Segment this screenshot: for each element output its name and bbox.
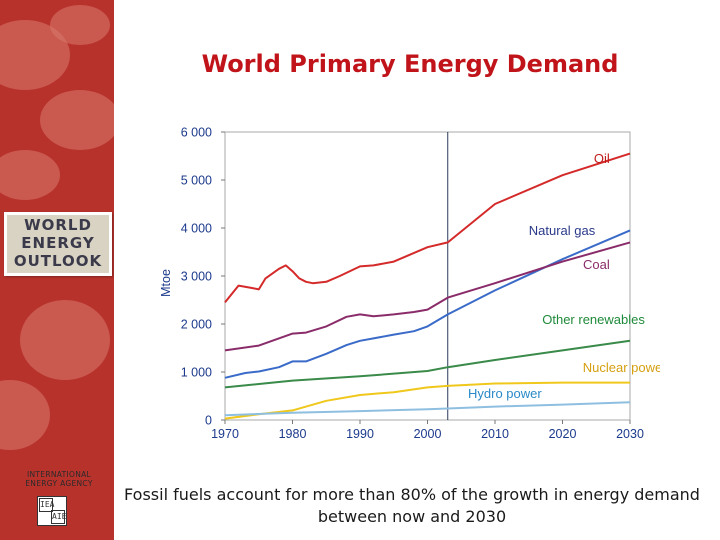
x-tick-label: 1970 bbox=[211, 427, 239, 441]
decorative-map-blob bbox=[0, 150, 60, 200]
series-label-coal: Coal bbox=[583, 257, 610, 272]
series-label-natural-gas: Natural gas bbox=[529, 223, 596, 238]
y-tick-label: 2 000 bbox=[181, 318, 212, 332]
world-energy-outlook-logo: WORLD ENERGY OUTLOOK bbox=[4, 212, 112, 276]
x-tick-label: 1980 bbox=[279, 427, 307, 441]
sidebar: WORLD ENERGY OUTLOOK bbox=[0, 0, 114, 540]
energy-demand-chart: 0 1 000 2 000 3 000 4 000 5 000 6 000 1970 1980 1… bbox=[159, 126, 660, 442]
series-label-other-renewables: Other renewables bbox=[542, 312, 645, 327]
logo-line-world: WORLD bbox=[24, 216, 92, 234]
chart-axes: 0 1 000 2 000 3 000 4 000 5 000 6 000 1970 1980 1… bbox=[159, 126, 644, 442]
chart-frame bbox=[224, 131, 631, 421]
y-tick-label: 4 000 bbox=[181, 222, 212, 236]
iea-logo-glyph: IEA bbox=[39, 498, 54, 512]
y-tick-label: 1 000 bbox=[181, 366, 212, 380]
x-tick-label: 2000 bbox=[414, 427, 442, 441]
y-tick-label: 0 bbox=[205, 414, 212, 428]
plot-frame bbox=[224, 131, 631, 421]
series-line-nuclear-power bbox=[224, 381, 630, 420]
series-line-other-renewables bbox=[224, 339, 631, 389]
caption: Fossil fuels account for more than 80% o… bbox=[124, 485, 700, 526]
series-line-natural-gas bbox=[224, 229, 631, 379]
chart-series-labels: Oil Natural gas Coal Other renewables Nuclea… bbox=[468, 151, 660, 401]
y-tick-label: 6 000 bbox=[181, 126, 212, 140]
x-tick-label: 2030 bbox=[616, 427, 644, 441]
y-tick-label: 5 000 bbox=[181, 174, 212, 188]
logo-line-energy: ENERGY bbox=[21, 234, 95, 252]
series-label-nuclear-power: Nuclear power bbox=[583, 360, 660, 375]
series-label-hydro-power: Hydro power bbox=[468, 386, 542, 401]
iea-logo: IEA AIE bbox=[37, 496, 67, 526]
chart-series bbox=[224, 152, 631, 420]
decorative-map-blob bbox=[40, 90, 114, 150]
series-line-oil bbox=[224, 152, 631, 304]
x-tick-label: 2010 bbox=[481, 427, 509, 441]
decorative-map-blob bbox=[50, 5, 110, 45]
series-line-coal bbox=[224, 241, 631, 352]
aie-logo-glyph: AIE bbox=[51, 510, 66, 524]
x-tick-label: 1990 bbox=[346, 427, 374, 441]
series-line-hydro-power bbox=[224, 401, 631, 417]
decorative-map-blob bbox=[0, 380, 50, 450]
logo-line-outlook: OUTLOOK bbox=[13, 252, 103, 270]
y-tick-label: 3 000 bbox=[181, 270, 212, 284]
y-axis-label: Mtoe bbox=[159, 269, 173, 297]
agency-name: INTERNATIONAL ENERGY AGENCY bbox=[25, 470, 93, 488]
decorative-map-blob bbox=[20, 300, 110, 380]
series-label-oil: Oil bbox=[594, 151, 610, 166]
x-tick-label: 2020 bbox=[549, 427, 577, 441]
page-title: World Primary Energy Demand bbox=[201, 50, 619, 78]
